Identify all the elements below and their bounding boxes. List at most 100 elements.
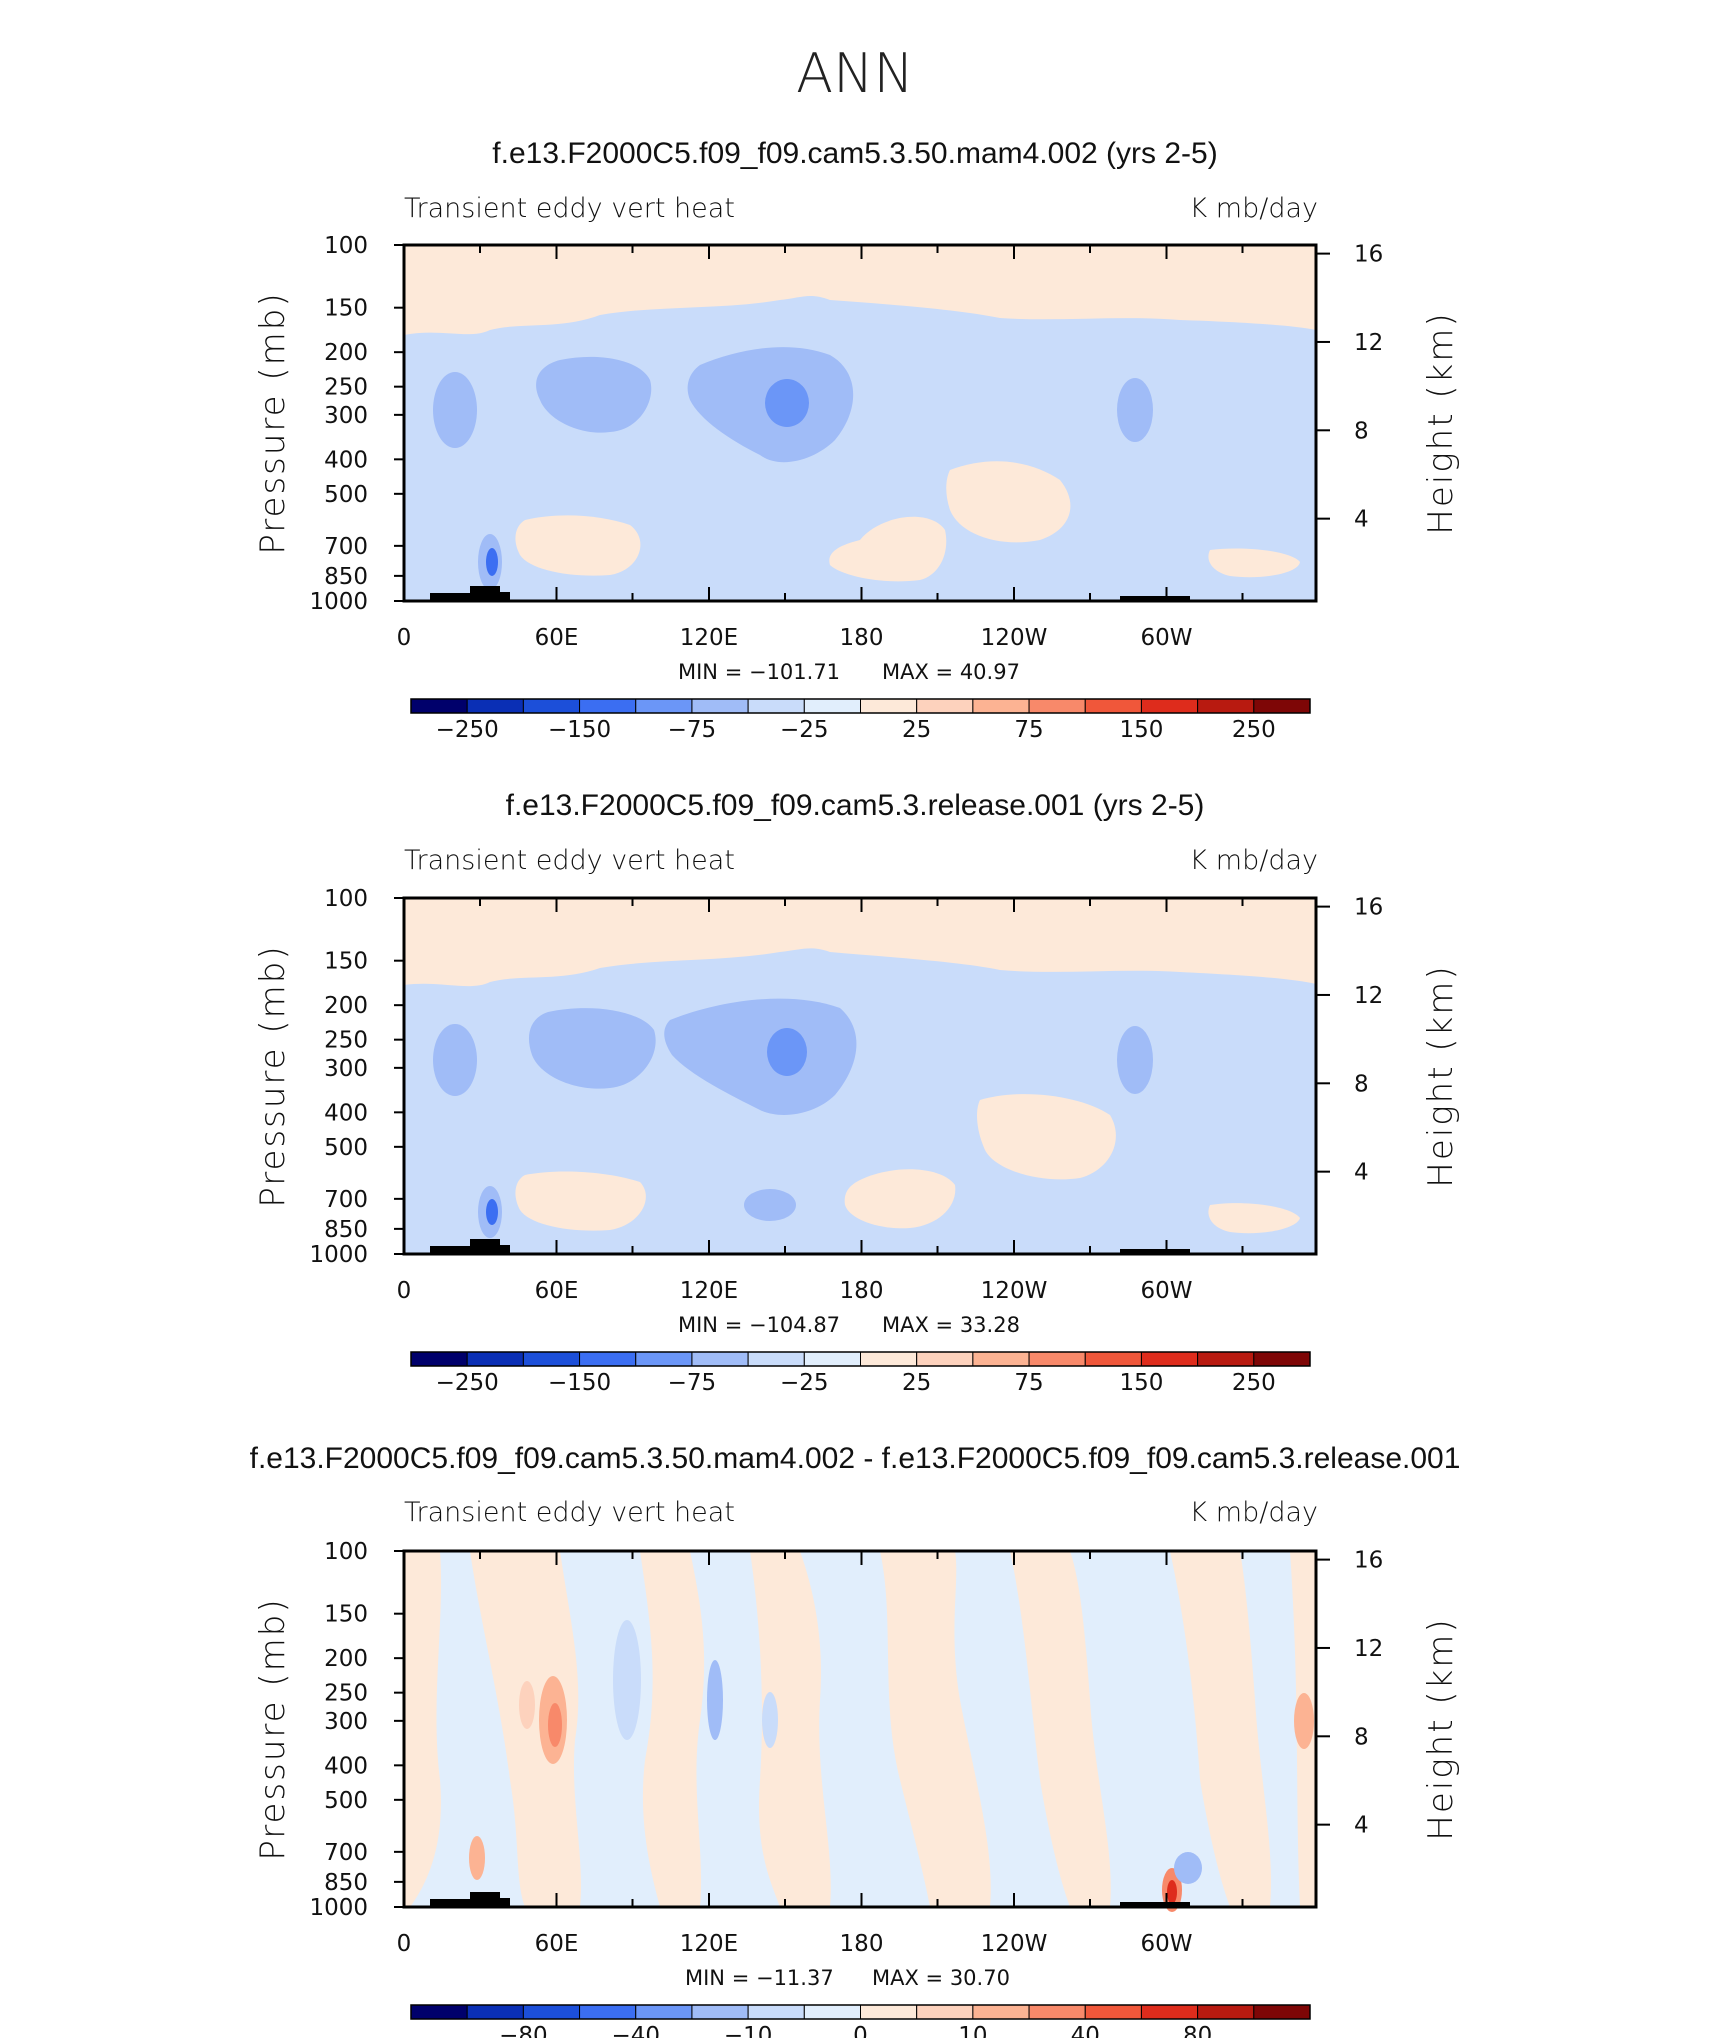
colorbar-label: −80 [499, 2023, 548, 2038]
x-tick-label: 60E [535, 625, 579, 651]
colorbar-swatch [747, 2004, 805, 2020]
y-axis-right: 16 12 8 4 [1316, 242, 1383, 533]
colorbar-label: 80 [1183, 2023, 1212, 2038]
colorbar-swatch [747, 1351, 805, 1367]
y-tick-label: 700 [324, 1187, 368, 1213]
colorbar-swatch [1253, 698, 1311, 714]
colorbar-swatch [1084, 1351, 1142, 1367]
colorbar-label: −75 [668, 1370, 717, 1396]
y-tick-label: 1000 [309, 589, 368, 615]
positive-region [1010, 1551, 1111, 1907]
colorbar-swatch [803, 2004, 861, 2020]
negative-max [486, 548, 498, 576]
x-axis: 0 60E 120E 180 120W 60W [397, 898, 1244, 1304]
colorbar-swatch [1197, 698, 1255, 714]
colorbar-swatch [916, 698, 974, 714]
colorbar-label: 10 [958, 2023, 987, 2038]
colorbar-swatch [579, 698, 637, 714]
colorbar-swatch [860, 2004, 918, 2020]
plot-frame [402, 896, 1318, 1256]
colorbar-swatch [1084, 2004, 1142, 2020]
y-right-tick-label: 12 [1354, 983, 1383, 1009]
positive-core [519, 1681, 535, 1729]
colorbar-label: 150 [1119, 717, 1163, 743]
colorbar-swatch [1197, 2004, 1255, 2020]
colorbar-label: −250 [436, 1370, 499, 1396]
y-tick-label: 150 [324, 1602, 368, 1628]
colorbar-swatch [691, 698, 749, 714]
y-tick-label: 400 [324, 447, 368, 473]
colorbar-swatch [1197, 1351, 1255, 1367]
negative-core [707, 1660, 723, 1740]
y-tick-label: 500 [324, 1788, 368, 1814]
colorbar-swatch [916, 2004, 974, 2020]
colorbar: −80 −40 −10 0 10 40 80 [410, 2004, 1311, 2038]
positive-core [469, 1836, 485, 1880]
colorbar-swatch [803, 1351, 861, 1367]
colorbar-swatch [410, 2004, 468, 2020]
min-label: MIN = −11.37 [685, 1966, 834, 1990]
y-tick-label: 1000 [309, 1242, 368, 1268]
colorbar-swatch [747, 698, 805, 714]
y-axis-label: Pressure (mb) [253, 1597, 293, 1860]
colorbar-swatch [635, 2004, 693, 2020]
colorbar-label: −250 [436, 717, 499, 743]
colorbar-swatch [466, 1351, 524, 1367]
colorbar-label: 40 [1071, 2023, 1100, 2038]
colorbar-label: −25 [780, 1370, 829, 1396]
colorbar-swatch [522, 2004, 581, 2020]
y-axis-right-label: Height (km) [1421, 1617, 1461, 1840]
panel-3: f.e13.F2000C5.f09_f09.cam5.3.50.mam4.002… [250, 1442, 1461, 2038]
colorbar-label: −10 [724, 2023, 773, 2038]
positive-region [844, 1169, 956, 1229]
x-tick-label: 60E [535, 1931, 579, 1957]
colorbar-label: 0 [853, 2023, 868, 2038]
y-axis-label: Pressure (mb) [253, 944, 293, 1207]
negative-max [486, 1199, 498, 1225]
contour-field [404, 898, 1316, 1254]
positive-region [1170, 1551, 1272, 1907]
max-label: MAX = 40.97 [882, 660, 1020, 684]
positive-core [1294, 1693, 1314, 1749]
units-label: K mb/day [1190, 845, 1319, 876]
x-tick-label: 120E [680, 625, 738, 651]
y-right-tick-label: 8 [1354, 1724, 1369, 1750]
x-tick-label: 60W [1140, 1931, 1192, 1957]
negative-core [528, 1008, 656, 1089]
panel-title: f.e13.F2000C5.f09_f09.cam5.3.50.mam4.002… [492, 137, 1217, 170]
x-tick-label: 180 [840, 1931, 884, 1957]
positive-region [977, 1094, 1116, 1180]
positive-region [829, 516, 947, 582]
colorbar-swatch [972, 1351, 1030, 1367]
negative-core [664, 998, 857, 1115]
x-axis: 0 60E 120E 180 120W 60W [397, 1551, 1244, 1957]
colorbar-label: 75 [1014, 1370, 1043, 1396]
colorbar-label: −40 [611, 2023, 660, 2038]
y-right-tick-label: 12 [1354, 330, 1383, 356]
colorbar-swatch [972, 698, 1030, 714]
variable-label: Transient eddy vert heat [404, 193, 735, 224]
y-right-tick-label: 4 [1354, 1813, 1369, 1839]
x-tick-label: 120W [981, 1931, 1048, 1957]
y-right-tick-label: 8 [1354, 1071, 1369, 1097]
colorbar-swatch [635, 698, 693, 714]
y-tick-label: 300 [324, 1056, 368, 1082]
topography-mask [404, 1239, 510, 1254]
y-right-tick-label: 8 [1354, 418, 1369, 444]
colorbar-swatch [803, 698, 861, 714]
plot-frame [402, 243, 1318, 603]
max-label: MAX = 30.70 [872, 1966, 1010, 1990]
colorbar-label: 75 [1014, 717, 1043, 743]
negative-core [1117, 1026, 1153, 1094]
y-axis-right: 16 12 8 4 [1316, 895, 1383, 1186]
negative-max [765, 379, 809, 427]
positive-region [750, 1551, 831, 1907]
colorbar-swatch [1084, 698, 1142, 714]
y-tick-label: 150 [324, 296, 368, 322]
negative-core [613, 1620, 641, 1740]
negative-core [762, 1692, 778, 1748]
colorbar: −250 −150 −75 −25 25 75 150 250 [410, 698, 1311, 743]
